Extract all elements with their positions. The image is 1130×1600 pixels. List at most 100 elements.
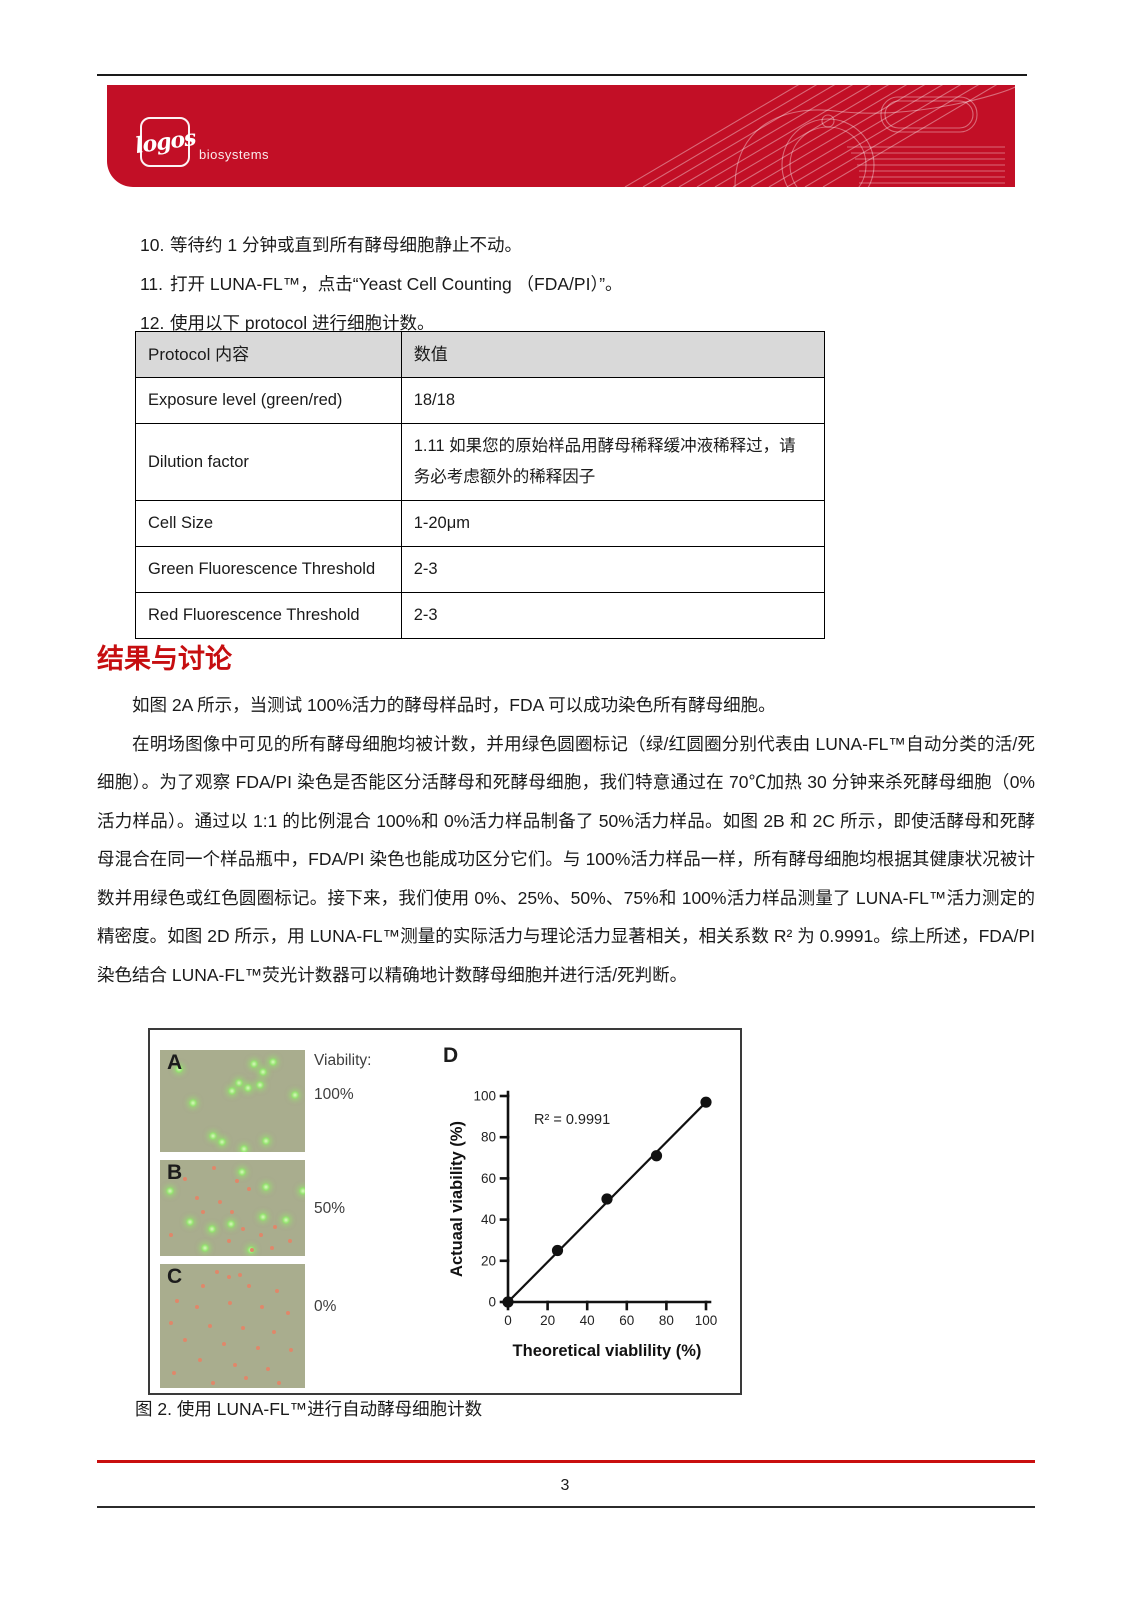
live-cell-dot bbox=[228, 1086, 237, 1095]
cell-label: Exposure level (green/red) bbox=[135, 377, 402, 424]
dead-cell-dot bbox=[207, 1323, 212, 1328]
svg-text:0: 0 bbox=[504, 1313, 512, 1328]
dead-cell-dot bbox=[215, 1270, 220, 1275]
protocol-table: Protocol 内容 数值 Exposure level (green/red… bbox=[135, 331, 826, 639]
dead-cell-dot bbox=[232, 1363, 237, 1368]
dead-cell-dot bbox=[287, 1238, 292, 1243]
dead-cell-dot bbox=[168, 1232, 173, 1237]
panel-label: A bbox=[167, 1051, 183, 1074]
cell-label: Cell Size bbox=[135, 500, 402, 547]
table-row: Red Fluorescence Threshold 2-3 bbox=[135, 592, 826, 639]
cell-value: 1-20μm bbox=[400, 500, 826, 547]
dead-cell-dot bbox=[212, 1165, 217, 1170]
svg-text:40: 40 bbox=[481, 1212, 496, 1227]
panel-label: C bbox=[167, 1265, 183, 1288]
table-row: Green Fluorescence Threshold 2-3 bbox=[135, 546, 826, 593]
page-number: 3 bbox=[560, 1477, 570, 1494]
col-header-value: 数值 bbox=[400, 331, 826, 378]
dead-cell-dot bbox=[265, 1366, 270, 1371]
viability-scatter-chart: 0 20 40 60 80 100 0 20 40 60 80 100 R² = 0.9991 Theor… bbox=[446, 1062, 738, 1391]
svg-text:60: 60 bbox=[481, 1171, 496, 1186]
svg-text:20: 20 bbox=[481, 1253, 496, 1268]
dead-cell-dot bbox=[222, 1342, 227, 1347]
svg-text:20: 20 bbox=[540, 1313, 555, 1328]
live-cell-dot bbox=[200, 1244, 209, 1253]
dead-cell-dot bbox=[228, 1301, 233, 1306]
figure-caption: 图 2. 使用 LUNA-FL™进行自动酵母细胞计数 bbox=[135, 1399, 483, 1419]
step-number: 10. bbox=[140, 235, 165, 255]
dead-cell-dot bbox=[277, 1380, 282, 1385]
micrograph-panel-a: A bbox=[160, 1050, 305, 1152]
table-row: Cell Size 1-20μm bbox=[135, 500, 826, 547]
svg-text:60: 60 bbox=[619, 1313, 634, 1328]
step-12: 12. 使用以下 protocol 进行细胞计数。 bbox=[140, 304, 920, 343]
live-cell-dot bbox=[238, 1167, 247, 1176]
dead-cell-dot bbox=[197, 1358, 202, 1363]
dead-cell-dot bbox=[210, 1380, 215, 1385]
col-header-protocol: Protocol 内容 bbox=[135, 331, 402, 378]
dead-cell-dot bbox=[183, 1177, 188, 1182]
dead-cell-dot bbox=[249, 1248, 254, 1253]
scatter-plot-svg: 0 20 40 60 80 100 0 20 40 60 80 100 R² = 0.9991 Theor… bbox=[448, 1089, 718, 1361]
live-cell-dot bbox=[165, 1186, 174, 1195]
cell-label: Dilution factor bbox=[135, 423, 402, 501]
logos-logo: logos bbox=[133, 117, 197, 167]
dead-cell-dot bbox=[289, 1348, 294, 1353]
step-11: 11. 打开 LUNA-FL™，点击“Yeast Cell Counting （… bbox=[140, 265, 920, 304]
dead-cell-dot bbox=[241, 1326, 246, 1330]
cell-value: 1.11 如果您的原始样品用酵母稀释缓冲液稀释过，请务必考虑额外的稀释因子 bbox=[400, 423, 826, 501]
dead-cell-dot bbox=[274, 1288, 279, 1293]
viability-value-b: 50% bbox=[314, 1200, 346, 1217]
svg-text:80: 80 bbox=[659, 1313, 674, 1328]
dead-cell-dot bbox=[229, 1209, 234, 1214]
dead-cell-dot bbox=[258, 1232, 263, 1237]
dead-cell-dot bbox=[194, 1304, 199, 1309]
dead-cell-dot bbox=[270, 1246, 275, 1251]
live-cell-dot bbox=[218, 1137, 226, 1146]
step-text: 等待约 1 分钟或直到所有酵母细胞静止不动。 bbox=[170, 235, 522, 255]
svg-text:40: 40 bbox=[580, 1313, 595, 1328]
instrument-line-art-icon bbox=[624, 85, 1015, 187]
dead-cell-dot bbox=[171, 1370, 176, 1375]
panel-d-label: D bbox=[443, 1044, 459, 1067]
dead-cell-dot bbox=[271, 1329, 276, 1334]
dead-cell-dot bbox=[226, 1275, 231, 1280]
dead-cell-dot bbox=[168, 1321, 173, 1326]
svg-text:Theoretical viablility (%): Theoretical viablility (%) bbox=[513, 1342, 702, 1360]
dead-cell-dot bbox=[174, 1298, 179, 1303]
live-cell-dot bbox=[258, 1068, 267, 1077]
live-cell-dot bbox=[261, 1183, 270, 1192]
footer-black-rule bbox=[97, 1506, 1035, 1508]
dead-cell-dot bbox=[200, 1209, 205, 1214]
dead-cell-dot bbox=[286, 1311, 291, 1316]
dead-cell-dot bbox=[235, 1179, 240, 1184]
step-number: 11. bbox=[140, 274, 164, 294]
header-banner: logos biosystems bbox=[107, 85, 1015, 187]
live-cell-dot bbox=[249, 1060, 258, 1069]
viability-value-c: 0% bbox=[314, 1298, 337, 1315]
live-cell-dot bbox=[268, 1058, 277, 1067]
svg-text:100: 100 bbox=[695, 1313, 718, 1328]
dead-cell-dot bbox=[247, 1283, 251, 1288]
live-cell-dot bbox=[258, 1212, 267, 1221]
live-cell-dot bbox=[261, 1136, 270, 1145]
live-cell-dot bbox=[189, 1098, 197, 1107]
live-cell-dot bbox=[207, 1225, 216, 1234]
live-cell-dot bbox=[281, 1215, 290, 1224]
footer-red-rule bbox=[97, 1460, 1035, 1463]
svg-text:R² = 0.9991: R² = 0.9991 bbox=[534, 1112, 610, 1128]
body-paragraphs: 如图 2A 所示，当测试 100%活力的酵母样品时，FDA 可以成功染色所有酵母… bbox=[97, 686, 1035, 994]
dead-cell-dot bbox=[255, 1345, 260, 1350]
live-cell-dot bbox=[239, 1144, 248, 1152]
paragraph: 在明场图像中可见的所有酵母细胞均被计数，并用绿色圆圈标记（绿/红圆圈分别代表由 … bbox=[97, 733, 1035, 985]
dead-cell-dot bbox=[200, 1283, 205, 1288]
svg-text:100: 100 bbox=[473, 1089, 496, 1104]
table-header-row: Protocol 内容 数值 bbox=[135, 331, 826, 378]
micrograph-panel-b: B bbox=[160, 1160, 305, 1256]
cell-label: Green Fluorescence Threshold bbox=[135, 546, 402, 593]
dead-cell-dot bbox=[244, 1375, 249, 1380]
step-text: 使用以下 protocol 进行细胞计数。 bbox=[170, 313, 435, 333]
micrograph-panel-c: C bbox=[160, 1264, 305, 1388]
paragraph: 如图 2A 所示，当测试 100%活力的酵母样品时，FDA 可以成功染色所有酵母… bbox=[132, 695, 776, 715]
